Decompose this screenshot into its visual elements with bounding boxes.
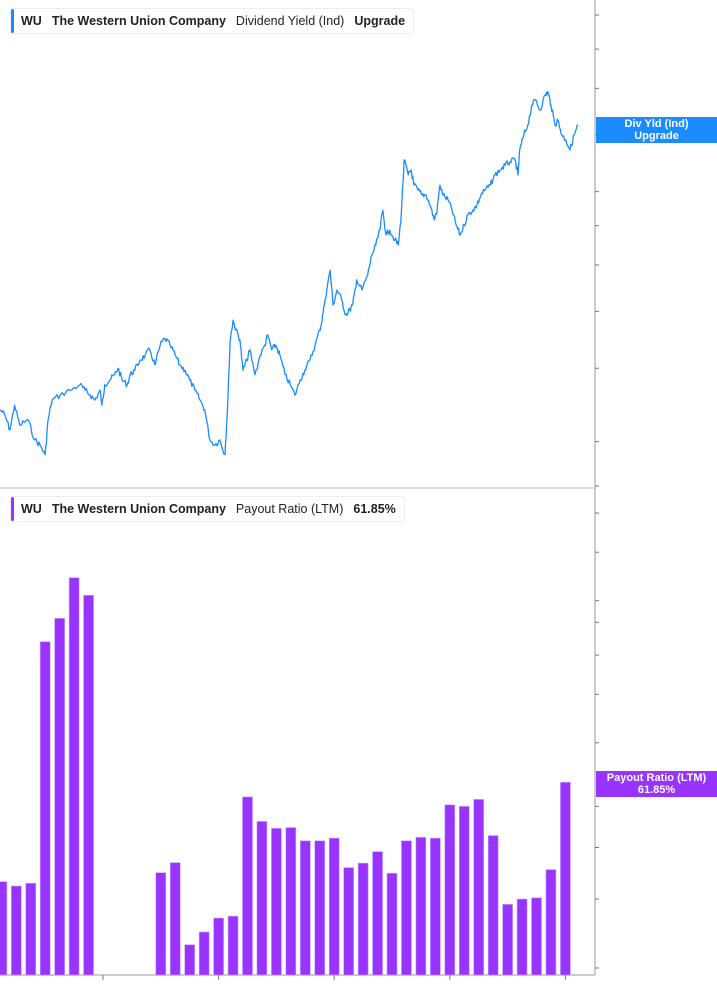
- payout-bar: [11, 885, 22, 976]
- payout-bar: [430, 837, 441, 976]
- payout-bar: [502, 904, 513, 976]
- payout-bar: [39, 641, 51, 976]
- dividend-yield-line: [0, 90, 579, 456]
- legend-metric: Payout Ratio (LTM): [235, 502, 344, 516]
- payout-bar: [68, 577, 80, 976]
- payout-bar: [458, 806, 470, 976]
- payout-bar: [372, 851, 383, 976]
- payout-bar: [401, 840, 412, 976]
- legend-ticker: WU: [21, 14, 42, 28]
- payout-bar: [545, 869, 557, 976]
- yield-color-swatch: [11, 9, 14, 33]
- payout-bar: [169, 862, 181, 976]
- payout-bar: [560, 782, 571, 976]
- payout-bar: [54, 618, 65, 976]
- payout-bar: [155, 872, 167, 976]
- tag-label: Div Yld (Ind): [624, 118, 689, 130]
- payout-color-swatch: [11, 497, 14, 521]
- payout-bar: [415, 836, 427, 976]
- payout-legend[interactable]: WU The Western Union Company Payout Rati…: [10, 496, 405, 522]
- payout-bar: [516, 898, 528, 976]
- tag-value: 61.85%: [637, 784, 676, 796]
- payout-bar: [487, 835, 499, 976]
- payout-bar: [531, 897, 542, 976]
- tag-label: Payout Ratio (LTM): [606, 772, 707, 784]
- payout-bar: [25, 882, 37, 976]
- payout-bar: [256, 821, 268, 976]
- payout-bar: [198, 931, 210, 976]
- payout-bar: [314, 840, 326, 976]
- payout-bar: [299, 840, 311, 976]
- upgrade-link[interactable]: Upgrade: [354, 14, 406, 28]
- payout-bar: [227, 915, 239, 976]
- payout-bar: [285, 827, 297, 976]
- legend-ticker: WU: [21, 502, 42, 516]
- payout-bar: [184, 944, 195, 976]
- yield-current-tag: Div Yld (Ind) Upgrade: [596, 117, 717, 143]
- payout-bar: [271, 828, 282, 976]
- yield-legend[interactable]: WU The Western Union Company Dividend Yi…: [10, 8, 415, 34]
- tag-value: Upgrade: [634, 130, 679, 142]
- payout-bar: [83, 594, 94, 976]
- payout-bar: [473, 799, 485, 976]
- payout-bar: [328, 837, 340, 976]
- payout-bar: [242, 796, 253, 976]
- payout-bar: [357, 862, 369, 976]
- payout-current-tag: Payout Ratio (LTM) 61.85%: [596, 771, 717, 797]
- legend-company: The Western Union Company: [51, 502, 226, 516]
- legend-metric: Dividend Yield (Ind): [235, 14, 345, 28]
- payout-bar: [343, 867, 354, 976]
- legend-company: The Western Union Company: [51, 14, 226, 28]
- payout-bar: [386, 872, 398, 976]
- payout-bar: [444, 804, 456, 976]
- legend-value: 61.85%: [353, 502, 396, 516]
- payout-bar: [213, 917, 224, 976]
- payout-bar: [0, 881, 8, 976]
